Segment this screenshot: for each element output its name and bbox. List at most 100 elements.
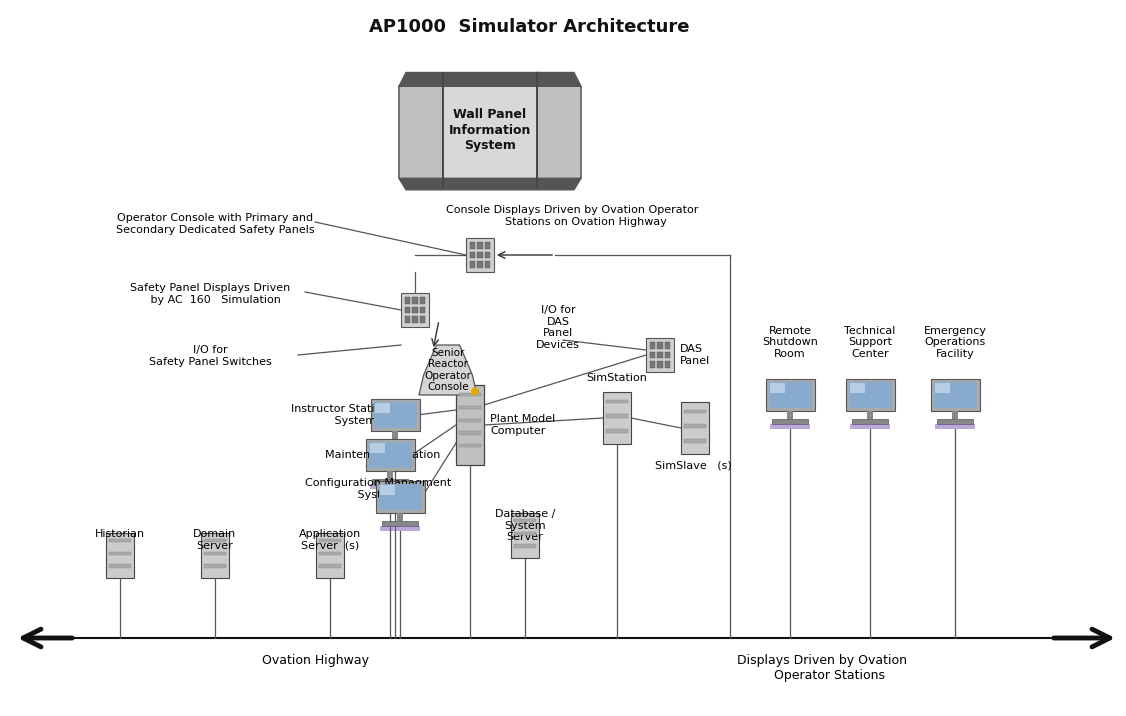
Bar: [466, 238, 494, 272]
Bar: [485, 252, 490, 258]
Text: Historian: Historian: [95, 529, 145, 539]
Text: Remote
Shutdown
Room: Remote Shutdown Room: [762, 326, 817, 359]
Bar: [665, 342, 670, 349]
Bar: [368, 442, 411, 468]
Bar: [204, 552, 225, 555]
Bar: [459, 419, 481, 422]
Text: Safety Panel Displays Driven
   by AC  160   Simulation: Safety Panel Displays Driven by AC 160 S…: [129, 283, 291, 304]
Bar: [470, 252, 475, 258]
Bar: [658, 362, 662, 367]
Text: SimSlave   (s): SimSlave (s): [654, 460, 732, 470]
Bar: [372, 479, 408, 484]
Bar: [420, 316, 426, 323]
Bar: [366, 439, 414, 471]
Polygon shape: [399, 72, 581, 87]
Bar: [850, 424, 891, 429]
Bar: [511, 513, 539, 558]
Text: Displays Driven by Ovation
    Operator Stations: Displays Driven by Ovation Operator Stat…: [738, 654, 906, 682]
Bar: [766, 379, 814, 411]
Bar: [852, 419, 888, 424]
Bar: [392, 431, 397, 439]
Bar: [769, 383, 785, 393]
Bar: [456, 385, 484, 465]
Text: Maintenance Station: Maintenance Station: [325, 450, 440, 460]
Bar: [607, 415, 627, 418]
Bar: [375, 403, 391, 413]
Text: I/O for
DAS
Panel
Devices: I/O for DAS Panel Devices: [536, 305, 580, 350]
Bar: [935, 383, 950, 393]
Bar: [370, 399, 420, 431]
Text: Operator Console with Primary and
Secondary Dedicated Safety Panels: Operator Console with Primary and Second…: [116, 213, 314, 235]
Bar: [316, 533, 345, 578]
Bar: [770, 424, 811, 429]
Bar: [650, 352, 654, 358]
Bar: [404, 307, 410, 313]
Bar: [412, 307, 418, 313]
Bar: [320, 552, 341, 555]
Bar: [477, 243, 483, 248]
Bar: [665, 352, 670, 358]
Bar: [377, 439, 413, 444]
Bar: [320, 564, 341, 568]
Bar: [109, 564, 131, 568]
Bar: [485, 243, 490, 248]
Text: DAS
Panel: DAS Panel: [680, 344, 711, 366]
Bar: [935, 424, 975, 429]
Polygon shape: [399, 178, 581, 190]
Bar: [369, 484, 410, 489]
Bar: [685, 410, 706, 413]
Bar: [867, 411, 873, 419]
Bar: [604, 392, 631, 444]
Bar: [202, 533, 229, 578]
Bar: [204, 564, 225, 568]
Bar: [320, 539, 341, 543]
Text: I/O for
Safety Panel Switches: I/O for Safety Panel Switches: [149, 345, 271, 367]
Bar: [930, 379, 980, 411]
Bar: [443, 72, 537, 188]
Polygon shape: [399, 72, 443, 188]
Bar: [109, 539, 131, 543]
Bar: [412, 297, 418, 304]
Text: Technical
Support
Center: Technical Support Center: [844, 326, 895, 359]
Bar: [485, 261, 490, 268]
Bar: [379, 526, 420, 531]
Bar: [787, 411, 793, 419]
Bar: [397, 513, 403, 521]
Bar: [459, 406, 481, 409]
Bar: [607, 400, 627, 403]
Circle shape: [472, 388, 479, 395]
Bar: [369, 443, 385, 453]
Bar: [375, 444, 415, 449]
Bar: [933, 382, 976, 408]
Bar: [459, 393, 481, 396]
Bar: [375, 481, 425, 513]
Bar: [401, 293, 429, 327]
Bar: [685, 425, 706, 428]
Bar: [106, 533, 134, 578]
Bar: [404, 297, 410, 304]
Text: Console Displays Driven by Ovation Operator
        Stations on Ovation Highway: Console Displays Driven by Ovation Opera…: [446, 205, 698, 226]
Bar: [378, 484, 421, 510]
Bar: [772, 419, 808, 424]
Text: Instructor Station
         System: Instructor Station System: [292, 405, 388, 426]
Bar: [685, 439, 706, 442]
Bar: [937, 419, 973, 424]
Bar: [470, 261, 475, 268]
Bar: [459, 432, 481, 435]
Bar: [374, 402, 417, 428]
Bar: [681, 402, 709, 454]
Bar: [515, 532, 536, 535]
Bar: [459, 444, 481, 448]
Bar: [849, 382, 892, 408]
Text: AP1000  Simulator Architecture: AP1000 Simulator Architecture: [369, 18, 689, 36]
Polygon shape: [419, 345, 477, 395]
Bar: [420, 297, 426, 304]
Bar: [387, 471, 393, 479]
Text: Ovation Highway: Ovation Highway: [261, 654, 369, 667]
Bar: [470, 243, 475, 248]
Bar: [846, 379, 894, 411]
Bar: [650, 362, 654, 367]
Bar: [607, 429, 627, 432]
Text: Domain
Server: Domain Server: [194, 529, 236, 551]
Bar: [515, 519, 536, 523]
